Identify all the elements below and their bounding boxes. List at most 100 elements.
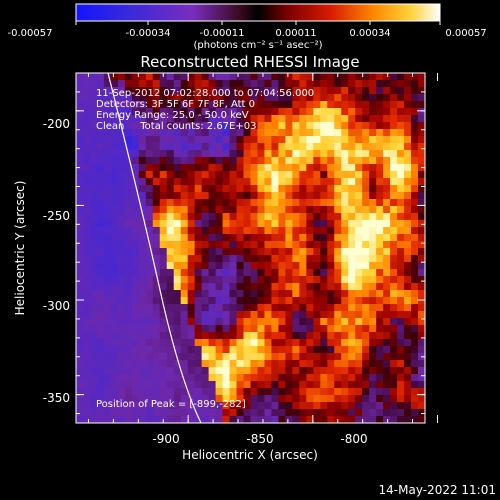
heatmap-cell (278, 311, 286, 319)
heatmap-cell (278, 332, 286, 340)
heatmap-cell (180, 416, 189, 423)
heatmap-cell (418, 416, 425, 423)
heatmap-cell (103, 80, 112, 88)
heatmap-cell (103, 388, 112, 396)
heatmap-cell (138, 234, 147, 242)
heatmap-cell (89, 325, 98, 333)
heatmap-cell (103, 241, 112, 249)
heatmap-cell (390, 94, 398, 102)
heatmap-cell (285, 227, 293, 235)
heatmap-cell (110, 269, 119, 277)
heatmap-cell (96, 213, 105, 221)
heatmap-cell (257, 269, 266, 277)
heatmap-cell (152, 402, 161, 410)
heatmap-cell (397, 129, 405, 137)
heatmap-cell (243, 381, 252, 389)
heatmap-cell (229, 339, 238, 347)
heatmap-cell (369, 332, 377, 340)
heatmap-cell (341, 269, 349, 277)
heatmap-cell (369, 402, 377, 410)
heatmap-cell (369, 143, 377, 151)
heatmap-cell (76, 136, 84, 144)
heatmap-cell (376, 150, 384, 158)
heatmap-cell (117, 157, 126, 165)
heatmap-cell (397, 80, 405, 88)
heatmap-cell (96, 283, 105, 291)
heatmap-cell (313, 213, 321, 221)
heatmap-cell (285, 276, 293, 284)
heatmap-cell (292, 381, 300, 389)
heatmap-cell (334, 248, 342, 256)
heatmap-cell (76, 213, 84, 221)
heatmap-cell (418, 150, 425, 158)
heatmap-cell (313, 325, 321, 333)
heatmap-cell (341, 255, 349, 263)
heatmap-cell (243, 388, 252, 396)
heatmap-cell (320, 339, 328, 347)
heatmap-cell (201, 297, 210, 305)
heatmap-cell (103, 360, 112, 368)
heatmap-cell (243, 206, 252, 214)
heatmap-cell (124, 311, 133, 319)
heatmap-cell (76, 304, 84, 312)
heatmap-cell (76, 192, 84, 200)
heatmap-cell (89, 143, 98, 151)
heatmap-cell (229, 94, 238, 102)
heatmap-cell (362, 339, 370, 347)
heatmap-cell (306, 94, 314, 102)
heatmap-cell (76, 206, 84, 214)
heatmap-cell (404, 325, 412, 333)
heatmap-cell (411, 94, 419, 102)
heatmap-cell (411, 255, 419, 263)
heatmap-cell (131, 297, 140, 305)
heatmap-cell (96, 129, 105, 137)
heatmap-cell (376, 73, 384, 81)
heatmap-cell (264, 171, 273, 179)
heatmap-cell (236, 395, 245, 403)
heatmap-cell (173, 402, 182, 410)
heatmap-cell (362, 101, 370, 109)
heatmap-cell (306, 73, 314, 81)
heatmap-cell (243, 234, 252, 242)
heatmap-cell (313, 381, 321, 389)
heatmap-cell (285, 325, 293, 333)
heatmap-cell (383, 381, 391, 389)
heatmap-cell (76, 87, 84, 95)
heatmap-cell (194, 227, 203, 235)
heatmap-cell (76, 402, 84, 410)
heatmap-cell (306, 178, 314, 186)
heatmap-cell (418, 290, 425, 298)
heatmap-cell (201, 304, 210, 312)
heatmap-cell (271, 269, 280, 277)
heatmap-cell (341, 248, 349, 256)
heatmap-cell (229, 178, 238, 186)
heatmap-cell (355, 276, 363, 284)
heatmap-cell (250, 395, 259, 403)
heatmap-cell (131, 332, 140, 340)
heatmap-cell (194, 269, 203, 277)
heatmap-cell (194, 290, 203, 298)
heatmap-cell (306, 283, 314, 291)
heatmap-cell (124, 248, 133, 256)
heatmap-cell (334, 402, 342, 410)
heatmap-cell (103, 311, 112, 319)
heatmap-cell (110, 276, 119, 284)
heatmap-cell (306, 304, 314, 312)
heatmap-cell (271, 297, 280, 305)
heatmap-cell (292, 129, 300, 137)
heatmap-cell (348, 332, 356, 340)
heatmap-cell (334, 171, 342, 179)
heatmap-cell (257, 339, 266, 347)
heatmap-cell (222, 276, 231, 284)
heatmap-cell (138, 367, 147, 375)
heatmap-cell (215, 367, 224, 375)
heatmap-cell (271, 381, 280, 389)
heatmap-cell (285, 395, 293, 403)
heatmap-cell (187, 157, 196, 165)
heatmap-cell (215, 122, 224, 130)
heatmap-cell (222, 388, 231, 396)
heatmap-cell (313, 353, 321, 361)
heatmap-cell (257, 409, 266, 417)
heatmap-cell (397, 402, 405, 410)
heatmap-cell (229, 185, 238, 193)
